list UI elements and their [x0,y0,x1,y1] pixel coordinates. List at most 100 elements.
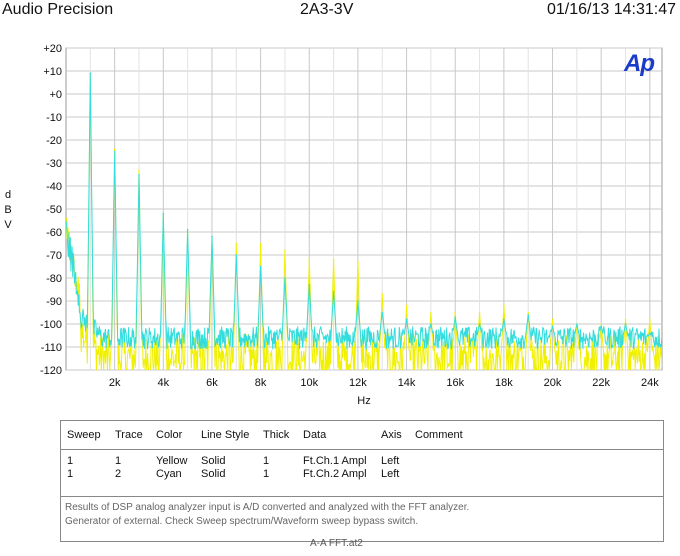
legend-header-sweep: Sweep [67,429,101,441]
legend-cell: 2 [115,468,122,480]
harmonic-peak-point [332,291,335,293]
harmonic-peak-point [576,323,578,325]
harmonic-peak-point [357,261,359,263]
harmonic-peak-point [235,254,238,256]
y-axis-label: d [5,189,11,201]
harmonic-peak-point [503,318,505,321]
harmonic-peak-point [503,304,505,307]
footnote-line-1: Results of DSP analog analyzer input is … [65,502,470,513]
harmonic-peak-point [405,304,408,307]
y-tick-label: -40 [46,181,62,193]
legend-cell: 1 [263,468,270,480]
header-test-name: 2A3-3V [300,1,354,18]
harmonic-peak-point [308,258,311,261]
x-tick-label: 20k [544,377,562,389]
harmonic-peak-point [551,318,554,321]
x-tick-label: 2k [109,377,121,389]
y-tick-label: -50 [46,204,62,216]
legend-cell: 1 [263,455,270,467]
legend-divider [61,449,663,450]
y-tick-label: +20 [43,43,62,55]
y-axis-label: B [4,204,11,216]
harmonic-peak-point [235,242,238,245]
legend-cell: Ft.Ch.2 Ampl [303,468,367,480]
legend-header-color: Color [156,429,183,441]
harmonic-peak-point [478,323,481,325]
legend-header-thick: Thick [263,429,290,441]
harmonic-peak-point [624,323,627,325]
legend-cell: Ft.Ch.1 Ampl [303,455,367,467]
harmonic-peak-point [381,293,384,295]
harmonic-peak-point [649,318,651,321]
legend-cell: Cyan [156,468,182,480]
harmonic-peak-point [284,249,286,252]
y-tick-label: -90 [46,296,62,308]
y-tick-label: -20 [46,135,62,147]
harmonic-peak-point [600,325,602,328]
y-tick-label: -70 [46,250,62,262]
harmonic-peak-point [454,311,457,314]
x-tick-label: 16k [446,377,464,389]
legend-divider [61,496,663,497]
legend-table: Sweep Trace Color Line Style Thick Data … [60,420,664,542]
y-tick-label: +10 [43,66,62,78]
x-tick-label: 10k [300,377,318,389]
y-tick-label: -60 [46,227,62,239]
x-tick-label: 22k [592,377,610,389]
x-tick-label: 12k [349,377,367,389]
series-line-cyan [66,73,662,350]
harmonic-peak-point [138,169,140,171]
harmonic-peak-point [430,311,432,314]
series-group [66,72,662,370]
harmonic-peak-point [211,235,213,238]
harmonic-peak-point [186,228,189,231]
y-tick-label: -120 [40,365,62,377]
harmonic-peak-point [430,323,432,325]
x-tick-label: 18k [495,377,513,389]
chart-area: +20 +10 +0 -10 -20 -30 -40 -50 -60 -70 -80 -90 -100 -… [4,43,663,407]
legend-cell: Solid [201,455,226,467]
footnote-line-2: Generator of external. Check Sweep spect… [65,516,419,527]
harmonic-peak-point [478,311,481,314]
ap-logo: Ap [624,50,655,77]
harmonic-peak-point [284,277,286,279]
legend-header-trace: Trace [115,429,143,441]
harmonic-peak-point [551,325,554,328]
harmonic-peak-point [308,284,311,286]
harmonic-peak-point [357,300,359,302]
file-name: A-A FFT.at2 [310,538,363,549]
harmonic-peak-point [113,148,116,150]
harmonic-peak-point [624,318,627,321]
harmonic-peak-point [259,242,262,245]
x-tick-label: 4k [157,377,169,389]
harmonic-peak-point [649,332,651,335]
x-tick-label: 14k [398,377,416,389]
header-timestamp: 01/16/13 14:31:47 [546,1,676,18]
legend-cell: Left [381,455,400,467]
harmonic-peak-point [138,173,140,176]
legend-cell: 1 [115,455,122,467]
y-tick-label: -10 [46,112,62,124]
y-tick-label: -110 [41,342,62,354]
harmonic-peak-point [113,150,116,153]
y-axis-label: V [4,219,12,231]
y-tick-label: -80 [46,273,62,285]
harmonic-peak-point [89,72,92,75]
legend-cell: Solid [201,468,226,480]
legend-header-linestyle: Line Style [201,429,250,441]
header-title: Audio Precision [2,1,114,18]
harmonic-peak-point [600,323,602,325]
harmonic-peak-point [332,258,335,261]
harmonic-peak-point [454,316,457,318]
legend-header-comment: Comment [415,429,463,441]
x-axis-label: Hz [357,395,370,407]
harmonic-peak-point [381,311,384,314]
harmonic-peak-point [527,314,530,316]
legend-cell: Yellow [156,455,188,467]
legend-header-axis: Axis [381,429,402,441]
harmonic-peak-point [259,265,262,268]
x-tick-label: 8k [255,377,267,389]
x-tick-label: 6k [206,377,218,389]
x-tick-label: 24k [641,377,659,389]
harmonic-peak-point [405,318,408,321]
